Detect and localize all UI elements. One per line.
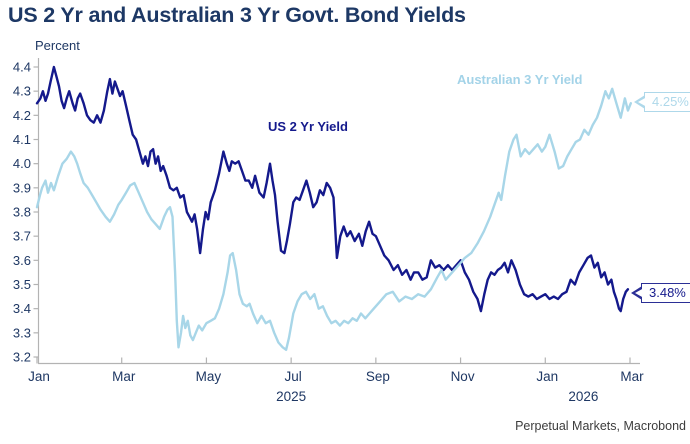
last-value-us: 3.48%: [649, 285, 686, 300]
y-tick-label: 3.4: [13, 301, 31, 316]
y-tick-label: 3.9: [13, 180, 31, 195]
year-label: 2026: [568, 389, 598, 404]
x-tick-label: Jan: [536, 369, 558, 384]
y-axis-unit-label: Percent: [35, 38, 80, 53]
y-tick-label: 3.6: [13, 253, 31, 268]
y-tick-label: 4.0: [13, 156, 31, 171]
series-label-australia-3yr: Australian 3 Yr Yield: [457, 72, 583, 87]
last-value-callout-australia: 4.25%: [634, 92, 690, 112]
last-value-callout-us: 3.48%: [631, 283, 690, 303]
x-tick-label: Jan: [28, 369, 50, 384]
x-tick-label: Mar: [112, 369, 136, 384]
y-tick-label: 4.3: [13, 84, 31, 99]
y-tick-label: 4.2: [13, 108, 31, 123]
year-label: 2025: [276, 389, 306, 404]
x-tick-label: Nov: [451, 369, 475, 384]
y-tick-label: 3.2: [13, 350, 31, 365]
y-tick-label: 3.7: [13, 229, 31, 244]
page-title: US 2 Yr and Australian 3 Yr Govt. Bond Y…: [8, 3, 466, 27]
x-tick-label: Mar: [620, 369, 644, 384]
source-attribution: Perpetual Markets, Macrobond: [515, 419, 686, 433]
x-tick-label: May: [196, 369, 222, 384]
y-tick-label: 4.1: [13, 132, 31, 147]
us-2yr-yield-line: [35, 65, 630, 313]
y-tick-label: 4.4: [13, 60, 31, 75]
australian-3yr-yield-line: [35, 87, 632, 351]
series-label-us-2yr: US 2 Yr Yield: [268, 119, 348, 134]
y-tick-label: 3.8: [13, 205, 31, 220]
last-value-australia: 4.25%: [652, 94, 689, 109]
x-tick-label: Jul: [285, 369, 302, 384]
y-tick-label: 3.3: [13, 325, 31, 340]
y-tick-label: 3.5: [13, 277, 31, 292]
x-tick-label: Sep: [366, 369, 390, 384]
